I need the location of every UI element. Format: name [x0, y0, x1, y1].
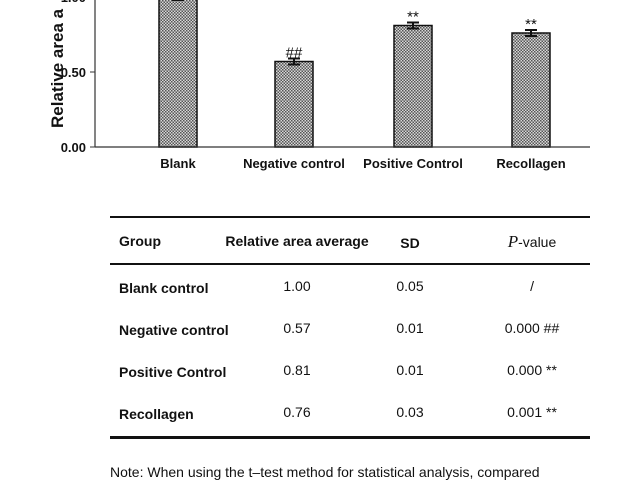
row-group: Blank control [119, 280, 208, 296]
bar [511, 32, 551, 148]
row-group-text: Positive Control [119, 364, 227, 380]
table-bottom-rule [110, 436, 590, 439]
error-bar [525, 29, 537, 37]
row-p-value-text: 0.000 ## [504, 320, 560, 336]
significance-label: ## [286, 45, 303, 62]
row-group-text: Recollagen [119, 406, 194, 422]
table-header-rule [110, 263, 590, 265]
row-sd-text: 0.03 [396, 404, 424, 420]
x-tick-label: Positive Control [363, 156, 463, 171]
header-p-italic: P [507, 232, 519, 251]
row-group: Positive Control [119, 364, 226, 380]
bar [393, 24, 433, 148]
y-axis-label: Relative area a [48, 8, 67, 128]
row-average-text: 0.76 [283, 404, 311, 420]
header-average-text: Relative area average [225, 233, 369, 249]
row-average-text: 0.81 [283, 362, 311, 378]
header-sd-text: SD [400, 235, 420, 251]
row-average-text: 1.00 [283, 278, 311, 294]
row-group-text: Blank control [119, 280, 209, 296]
bar [158, 0, 198, 148]
x-tick-label: Blank [160, 156, 196, 171]
x-tick-label: Negative control [243, 156, 345, 171]
row-group: Recollagen [119, 406, 194, 422]
row-p-value-text: 0.001 ** [507, 404, 557, 420]
table-note: Note: When using the t–test method for s… [110, 464, 540, 480]
error-bar [288, 57, 300, 66]
row-sd-text: 0.05 [396, 278, 424, 294]
y-tick-label: 0.00 [61, 140, 86, 155]
y-tick-label: 1.00 [61, 0, 86, 5]
row-p-value-text: 0.000 ** [507, 362, 557, 378]
bar [274, 60, 314, 148]
row-group: Negative control [119, 322, 229, 338]
header-group: Group [119, 233, 161, 249]
x-tick-label: Recollagen [496, 156, 565, 171]
row-group-text: Negative control [119, 322, 229, 338]
row-sd-text: 0.01 [396, 320, 424, 336]
row-p-value-text: / [530, 278, 534, 294]
header-p-rest: -value [518, 234, 557, 250]
row-sd-text: 0.01 [396, 362, 424, 378]
y-tick-label: 0.50 [61, 65, 86, 80]
bar-chart: Relative area a Blank ## Negative control *… [48, 0, 590, 171]
significance-label: ** [407, 9, 419, 26]
error-bar [407, 21, 419, 30]
table-top-rule [110, 216, 590, 218]
row-average-text: 0.57 [283, 320, 311, 336]
significance-label: ** [525, 16, 537, 33]
